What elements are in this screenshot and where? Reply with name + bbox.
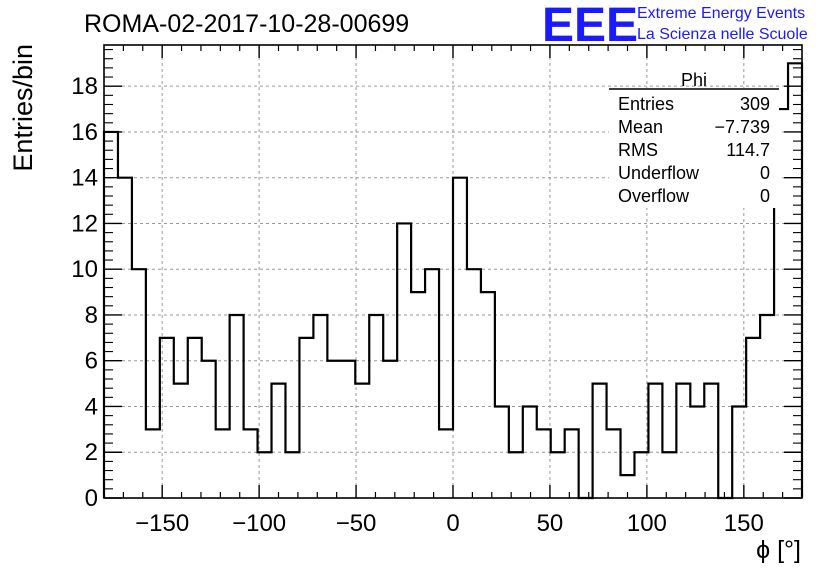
histogram-bin <box>118 178 132 498</box>
stats-box-title: Phi <box>681 70 707 90</box>
run-title: ROMA-02-2017-10-28-00699 <box>84 10 409 38</box>
x-tick-label: 50 <box>537 510 564 537</box>
histogram-bin <box>565 429 579 498</box>
eee-logo: EEE Extreme Energy Events La Scienza nel… <box>542 0 808 52</box>
histogram-bin <box>746 338 760 498</box>
x-axis-label: ϕ [°] <box>756 536 801 564</box>
x-tick-label: 150 <box>724 510 764 537</box>
histogram-bin <box>299 338 313 498</box>
y-axis-label: Entries/bin <box>8 44 38 172</box>
stats-row-label: Underflow <box>618 163 700 183</box>
x-tick-label: −100 <box>232 510 286 537</box>
histogram-bin <box>160 338 174 498</box>
y-tick-label: 8 <box>85 302 98 329</box>
x-tick-label: 100 <box>627 510 667 537</box>
histogram-bins <box>102 62 804 500</box>
stats-row-label: Overflow <box>618 186 690 206</box>
histogram-bin <box>425 269 439 498</box>
histogram-bin <box>481 292 495 498</box>
histogram-bin <box>607 429 621 498</box>
eee-logo-line2: La Scienza nelle Scuole <box>637 26 808 43</box>
histogram-bin <box>593 384 607 498</box>
y-tick-label: 12 <box>71 210 98 237</box>
stats-box: Phi Entries 309 Mean −7.739 RMS 114.7 Underflo… <box>609 70 779 208</box>
y-tick-label: 14 <box>71 165 98 192</box>
histogram-bin <box>537 429 551 498</box>
stats-row-label: RMS <box>618 140 658 160</box>
histogram-bin <box>453 178 467 498</box>
x-tick-label: −150 <box>135 510 189 537</box>
histogram-bin <box>313 315 327 498</box>
histogram-bin <box>648 384 662 498</box>
histogram-bin <box>132 269 146 498</box>
histogram-bin <box>146 429 160 498</box>
histogram-bin <box>383 361 397 498</box>
y-tick-label: 0 <box>85 485 98 512</box>
x-tick-label: 0 <box>446 510 459 537</box>
histogram-bin <box>216 429 230 498</box>
histogram-bin <box>662 452 676 498</box>
histogram-bin <box>369 315 383 498</box>
histogram-bin <box>272 384 286 498</box>
histogram-bin <box>327 361 341 498</box>
histogram-bin <box>174 384 188 498</box>
histogram-bin <box>355 384 369 498</box>
stats-row-value: −7.739 <box>714 117 770 137</box>
histogram-bin <box>704 384 718 498</box>
histogram-bin <box>690 406 704 498</box>
histogram-bin <box>551 452 565 498</box>
histogram-bin <box>244 429 258 498</box>
stats-row-label: Entries <box>618 94 674 114</box>
y-tick-label: 6 <box>85 348 98 375</box>
histogram-outline <box>102 62 804 500</box>
y-tick-label: 10 <box>71 256 98 283</box>
eee-logo-mark: EEE <box>542 0 638 52</box>
axes: −150 −100 −50 0 50 100 150 0 2 4 6 8 10 12 14 16 18 <box>71 45 802 537</box>
histogram-bin <box>788 63 802 498</box>
y-tick-label: 4 <box>85 393 98 420</box>
histogram-bin <box>341 361 355 498</box>
stats-row-label: Mean <box>618 117 663 137</box>
y-tick-label: 2 <box>85 439 98 466</box>
y-tick-label: 16 <box>71 119 98 146</box>
eee-logo-line1: Extreme Energy Events <box>637 5 805 22</box>
histogram-bin <box>397 223 411 498</box>
histogram-bin <box>188 338 202 498</box>
histogram-bin <box>509 452 523 498</box>
stats-row-value: 0 <box>760 186 770 206</box>
histogram-bin <box>495 406 509 498</box>
histogram-bin <box>411 292 425 498</box>
histogram-bin <box>467 269 481 498</box>
histogram-bin <box>439 429 453 498</box>
histogram-bin <box>760 315 774 498</box>
x-tick-label: −50 <box>336 510 377 537</box>
stats-row-value: 114.7 <box>726 140 770 160</box>
stats-row-value: 309 <box>740 94 770 114</box>
histogram-bin <box>202 361 216 498</box>
histogram-bin <box>230 315 244 498</box>
stats-box-background <box>609 88 779 208</box>
histogram-bin <box>676 384 690 498</box>
plot-frame <box>103 44 803 499</box>
histogram-bin <box>285 452 299 498</box>
stats-row-value: 0 <box>760 163 770 183</box>
y-tick-label: 18 <box>71 73 98 100</box>
histogram-bin <box>732 406 746 498</box>
histogram-bin <box>523 406 537 498</box>
